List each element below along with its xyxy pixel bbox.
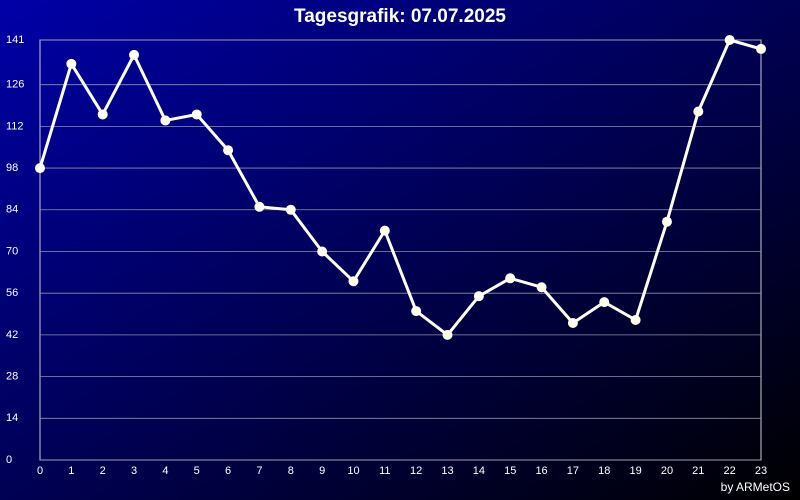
credit: by ARMetOS bbox=[721, 480, 790, 494]
x-tick-label: 5 bbox=[194, 465, 200, 477]
chart-title: Tagesgrafik: 07.07.2025 bbox=[294, 6, 506, 27]
x-tick-label: 1 bbox=[68, 465, 74, 477]
data-point bbox=[35, 163, 45, 174]
data-point bbox=[285, 204, 296, 215]
x-tick-label: 14 bbox=[473, 465, 485, 477]
x-tick-label: 10 bbox=[347, 465, 359, 477]
y-tick-label: 98 bbox=[6, 162, 18, 174]
data-point bbox=[567, 317, 578, 328]
x-tick-label: 18 bbox=[598, 465, 610, 477]
data-point bbox=[191, 109, 202, 120]
y-tick-label: 14 bbox=[6, 412, 18, 424]
y-tick-label: 84 bbox=[6, 204, 18, 216]
x-tick-label: 0 bbox=[37, 465, 43, 477]
y-tick-label: 42 bbox=[6, 329, 18, 341]
data-point bbox=[348, 276, 359, 287]
x-tick-label: 6 bbox=[225, 465, 231, 477]
y-tick-label: 126 bbox=[6, 79, 24, 91]
data-point bbox=[254, 201, 265, 212]
y-tick-label: 141 bbox=[6, 34, 24, 46]
data-point bbox=[599, 297, 610, 308]
y-tick-label: 0 bbox=[6, 454, 12, 466]
data-point bbox=[411, 306, 422, 317]
x-tick-label: 7 bbox=[256, 465, 262, 477]
y-tick-label: 28 bbox=[6, 371, 18, 383]
data-point bbox=[505, 273, 516, 284]
x-tick-label: 2 bbox=[100, 465, 106, 477]
data-point bbox=[66, 58, 77, 69]
y-tick-label: 56 bbox=[6, 287, 18, 299]
data-point bbox=[661, 216, 672, 227]
x-tick-label: 22 bbox=[724, 465, 736, 477]
data-point bbox=[630, 315, 641, 325]
data-point bbox=[317, 246, 328, 257]
x-tick-label: 12 bbox=[410, 465, 422, 477]
x-tick-label: 3 bbox=[131, 465, 137, 477]
data-point bbox=[724, 35, 735, 45]
x-tick-label: 13 bbox=[441, 465, 453, 477]
data-point bbox=[693, 106, 704, 117]
data-point bbox=[160, 115, 171, 126]
data-point bbox=[223, 145, 234, 156]
data-point bbox=[756, 43, 766, 54]
data-point bbox=[97, 109, 108, 120]
x-tick-label: 15 bbox=[504, 465, 516, 477]
data-point bbox=[536, 282, 547, 293]
x-tick-label: 11 bbox=[379, 465, 390, 477]
x-tick-label: 19 bbox=[629, 465, 641, 477]
x-tick-label: 21 bbox=[692, 465, 704, 477]
x-tick-label: 17 bbox=[567, 465, 579, 477]
data-line bbox=[38, 38, 762, 337]
data-point bbox=[442, 329, 453, 340]
data-point bbox=[379, 225, 390, 236]
x-tick-label: 8 bbox=[288, 465, 294, 477]
x-tick-label: 4 bbox=[162, 465, 168, 477]
y-tick-label: 112 bbox=[6, 120, 24, 132]
x-tick-label: 23 bbox=[755, 465, 767, 477]
x-tick-label: 16 bbox=[535, 465, 547, 477]
data-point bbox=[129, 49, 140, 60]
y-tick-label: 70 bbox=[6, 245, 18, 257]
x-tick-label: 9 bbox=[319, 465, 325, 477]
x-tick-label: 20 bbox=[661, 465, 673, 477]
data-point bbox=[473, 291, 484, 302]
